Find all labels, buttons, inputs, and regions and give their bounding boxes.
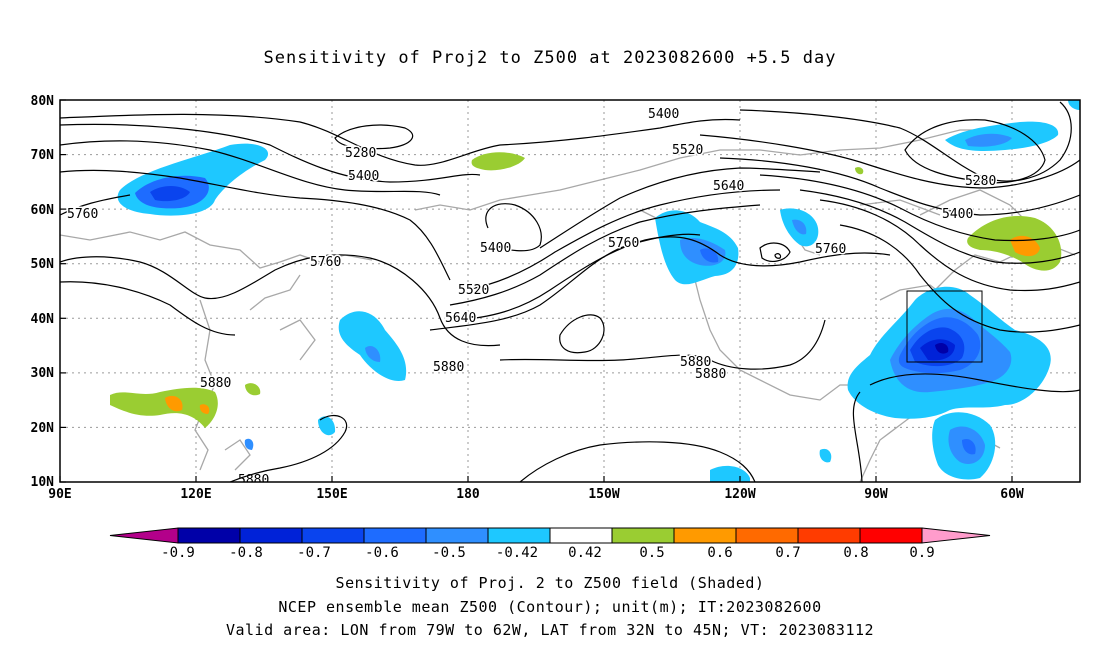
colorbar-label: 0.7	[775, 545, 800, 561]
colorbar-cell	[487, 527, 551, 544]
colorbar-label: -0.7	[297, 545, 331, 561]
lon-label: 60W	[1000, 487, 1024, 502]
contour-label: 5880	[680, 355, 711, 370]
colorbar-cell	[109, 527, 179, 544]
tick-marks	[59, 99, 1013, 483]
colorbar-label: -0.6	[365, 545, 399, 561]
lat-label: 60N	[31, 203, 55, 218]
colorbar-cell	[611, 527, 675, 544]
colorbar-label: -0.42	[496, 545, 538, 561]
footer-line-1: Sensitivity of Proj. 2 to Z500 field (Sh…	[335, 574, 765, 592]
contour-label: 5880	[695, 367, 726, 382]
colorbar-cell	[859, 527, 923, 544]
colorbar	[109, 527, 991, 544]
contour-label-partial: 5880	[238, 473, 269, 488]
lon-label: 90E	[48, 487, 71, 502]
colorbar-label: 0.8	[843, 545, 868, 561]
colorbar-label: 0.6	[707, 545, 732, 561]
colorbar-cell	[363, 527, 427, 544]
latitude-labels: 80N 70N 60N 50N 40N 30N 20N 10N	[31, 94, 55, 490]
contour-label: 5280	[965, 174, 996, 189]
colorbar-cell	[425, 527, 489, 544]
lat-label: 70N	[31, 148, 55, 163]
contour-label: 5640	[445, 311, 476, 326]
contour-label: 5880	[433, 360, 464, 375]
footer-line-3: Valid area: LON from 79W to 62W, LAT fro…	[225, 621, 875, 639]
lat-label: 30N	[31, 366, 55, 381]
colorbar-cell	[797, 527, 861, 544]
lon-label: 120W	[724, 487, 755, 502]
longitude-labels: 90E 120E 150E 180 150W 120W 90W 60W	[48, 487, 1024, 502]
colorbar-label: 0.9	[909, 545, 934, 561]
contour-label: 5760	[310, 255, 341, 270]
colorbar-label: 0.42	[568, 545, 602, 561]
colorbar-label: -0.9	[161, 545, 195, 561]
contour-label: 5280	[345, 146, 376, 161]
contour-label: 5880	[200, 376, 231, 391]
colorbar-labels: -0.9 -0.8 -0.7 -0.6 -0.5 -0.42 0.42 0.5 …	[161, 545, 935, 561]
contour-label: 5520	[672, 143, 703, 158]
lat-label: 40N	[31, 312, 55, 327]
colorbar-label: -0.8	[229, 545, 263, 561]
lat-label: 20N	[31, 421, 55, 436]
colorbar-label: -0.5	[432, 545, 466, 561]
contour-label: 5520	[458, 283, 489, 298]
colorbar-cell	[921, 527, 991, 544]
colorbar-cell	[301, 527, 365, 544]
contour-label: 5400	[942, 207, 973, 222]
sensitivity-shading	[110, 100, 1080, 482]
z500-contours	[60, 101, 1080, 482]
contour-labels: 5280 5400 5400 5400 5520 5520 5640 5640 …	[66, 106, 998, 488]
lon-label: 150E	[316, 487, 347, 502]
lon-label: 180	[456, 487, 480, 502]
chart-title: Sensitivity of Proj2 to Z500 at 20230826…	[263, 48, 837, 68]
colorbar-cell	[549, 527, 613, 544]
lon-label: 150W	[588, 487, 619, 502]
lat-label: 50N	[31, 257, 55, 272]
lat-label: 80N	[31, 94, 55, 109]
map-frame	[59, 99, 1081, 483]
colorbar-cell	[177, 527, 241, 544]
contour-label: 5640	[713, 179, 744, 194]
valid-area-box	[906, 290, 983, 363]
contour-label: 5400	[480, 241, 511, 256]
lon-label: 90W	[864, 487, 888, 502]
contour-label: 5400	[348, 169, 379, 184]
contour-label: 5760	[815, 242, 846, 257]
footer-line-2: NCEP ensemble mean Z500 (Contour); unit(…	[278, 598, 822, 616]
contour-label: 5760	[67, 207, 98, 222]
colorbar-label: 0.5	[639, 545, 664, 561]
contour-label: 5760	[608, 236, 639, 251]
contour-label: 5400	[648, 107, 679, 122]
colorbar-cell	[239, 527, 303, 544]
lat-label: 10N	[31, 475, 55, 490]
lon-label: 120E	[180, 487, 211, 502]
colorbar-cell	[735, 527, 799, 544]
colorbar-cell	[673, 527, 737, 544]
